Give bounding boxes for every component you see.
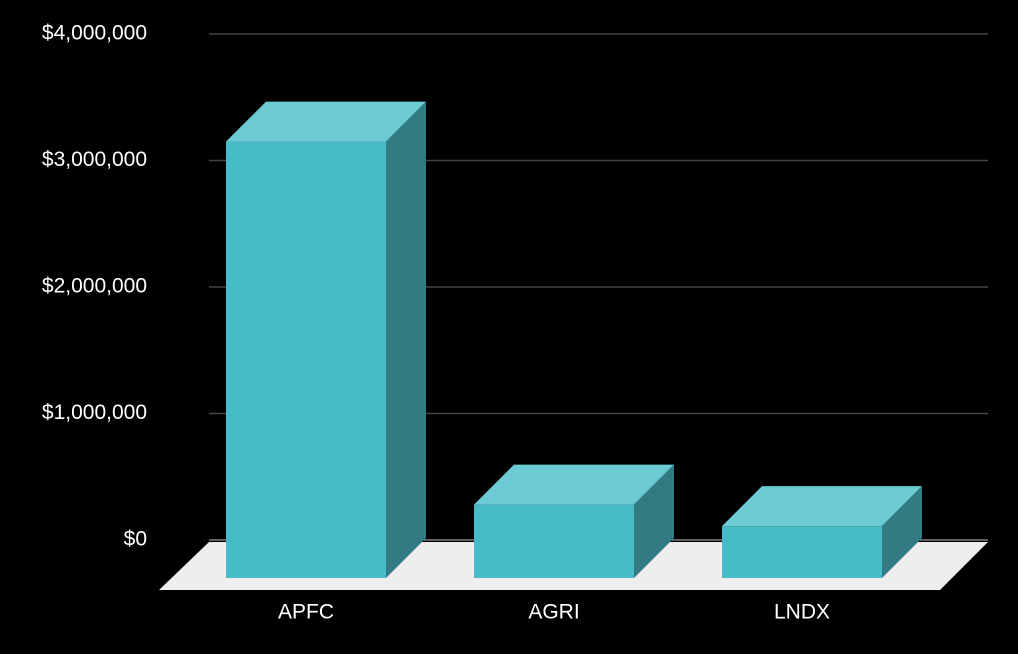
x-tick-label: LNDX [774,601,830,624]
y-tick-label: $2,000,000 [42,275,147,298]
bar-top [722,486,922,527]
bar-top [474,464,674,505]
y-tick-label: $0 [124,528,147,551]
bar-side [882,486,922,578]
bar [722,486,922,578]
bar-side [386,101,426,578]
bar-front [226,141,386,578]
x-tick-label: AGRI [528,601,579,624]
bar-top [226,101,426,142]
bar [474,464,674,578]
bar-front [722,526,882,578]
bar [226,101,426,578]
x-tick-label: APFC [278,601,334,624]
bar-side [634,464,674,578]
bar-front [474,504,634,578]
y-tick-label: $1,000,000 [42,401,147,424]
y-tick-label: $3,000,000 [42,148,147,171]
y-tick-label: $4,000,000 [42,22,147,45]
